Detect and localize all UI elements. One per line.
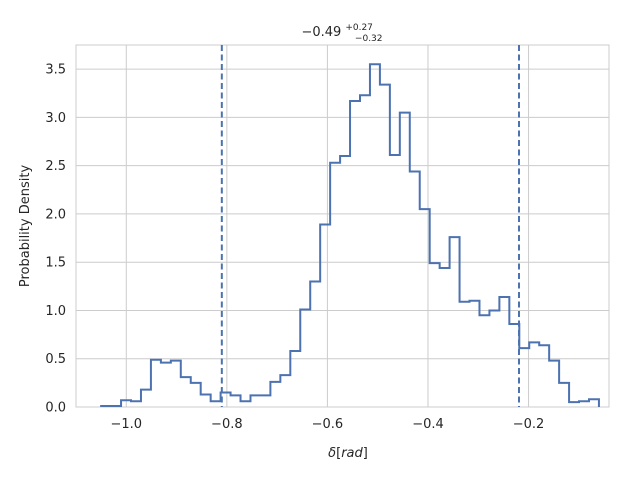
title-upper-error: +0.27	[345, 23, 373, 33]
histogram-step-line	[100, 63, 600, 408]
x-tick-label: −0.6	[312, 417, 344, 432]
x-tick-label: −1.0	[110, 417, 142, 432]
y-tick-label: 2.5	[45, 159, 66, 174]
title-lower-error: −0.32	[355, 34, 383, 44]
histogram-bars	[100, 63, 600, 408]
x-axis-label: δ[rad]	[328, 446, 368, 461]
x-axis-symbol: δ	[328, 446, 336, 461]
plot-area	[76, 45, 609, 407]
x-axis-unit: rad	[341, 446, 363, 461]
y-tick-label: 1.0	[45, 304, 66, 319]
y-tick-label: 3.5	[45, 63, 66, 78]
x-tick-label: −0.8	[211, 417, 243, 432]
y-tick-label: 0.5	[45, 352, 66, 367]
grid	[75, 44, 610, 408]
title-value: −0.49	[301, 25, 341, 40]
chart-title: −0.49 +0.27 −0.32	[301, 17, 382, 44]
y-tick-label: 3.0	[45, 111, 66, 126]
credible-interval-lines	[220, 45, 520, 407]
y-axis-ticks: 0.0 0.5 1.0 1.5 2.0 2.5 3.0 3.5	[45, 63, 66, 416]
x-axis-bracket-close: ]	[363, 446, 368, 461]
x-tick-label: −0.2	[513, 417, 545, 432]
x-axis-ticks: −1.0 −0.8 −0.6 −0.4 −0.2	[110, 417, 544, 432]
y-tick-label: 2.0	[45, 207, 66, 222]
y-axis-label: Probability Density	[18, 165, 33, 288]
plot-frame	[75, 44, 610, 408]
x-axis-bracket-open: [	[336, 446, 341, 461]
y-tick-label: 1.5	[45, 256, 66, 271]
y-tick-label: 0.0	[45, 401, 66, 416]
x-tick-label: −0.4	[412, 417, 444, 432]
